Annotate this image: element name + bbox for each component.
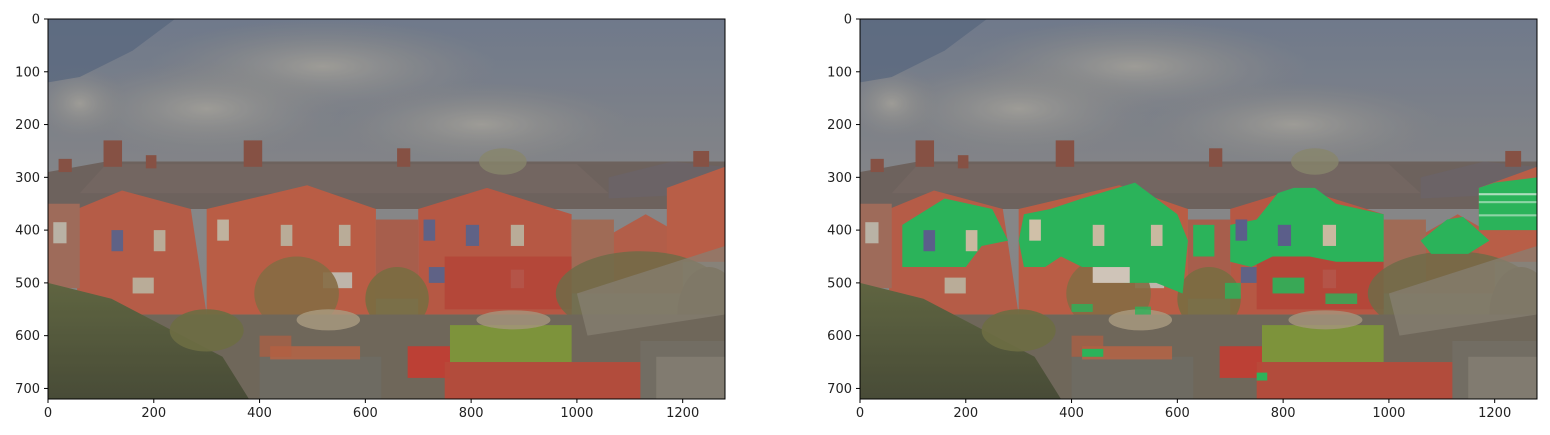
x-tick-label: 600: [1165, 406, 1190, 421]
y-tick-label: 500: [15, 276, 40, 291]
x-tick-label: 1200: [666, 406, 699, 421]
right-image-panel: [860, 19, 1537, 399]
photo-scene-left: [48, 19, 725, 399]
x-tick-label: 200: [953, 406, 978, 421]
x-tick-label: 400: [1059, 406, 1084, 421]
y-tick-label: 700: [15, 382, 40, 397]
y-tick-label: 600: [827, 329, 852, 344]
x-tick-label: 200: [141, 406, 166, 421]
x-tick-label: 400: [247, 406, 272, 421]
x-tick-label: 1000: [1372, 406, 1405, 421]
x-tick-label: 1000: [560, 406, 593, 421]
y-tick-label: 600: [15, 329, 40, 344]
x-tick-label: 1200: [1478, 406, 1511, 421]
y-tick-label: 500: [827, 276, 852, 291]
y-tick-label: 200: [15, 118, 40, 133]
y-tick-label: 700: [827, 382, 852, 397]
x-tick-label: 800: [459, 406, 484, 421]
x-tick-label: 600: [353, 406, 378, 421]
y-tick-label: 0: [844, 13, 852, 28]
left-image-panel: [48, 19, 725, 399]
y-tick-label: 100: [827, 65, 852, 80]
y-tick-label: 400: [15, 224, 40, 239]
y-tick-label: 200: [827, 118, 852, 133]
left-panel-frame: [47, 18, 726, 400]
right-panel-frame: [859, 18, 1538, 400]
y-tick-label: 300: [15, 171, 40, 186]
x-tick-label: 0: [44, 406, 52, 421]
y-tick-label: 400: [827, 224, 852, 239]
x-tick-label: 800: [1271, 406, 1296, 421]
y-tick-label: 300: [827, 171, 852, 186]
x-tick-label: 0: [856, 406, 864, 421]
y-tick-label: 0: [32, 13, 40, 28]
y-tick-label: 100: [15, 65, 40, 80]
